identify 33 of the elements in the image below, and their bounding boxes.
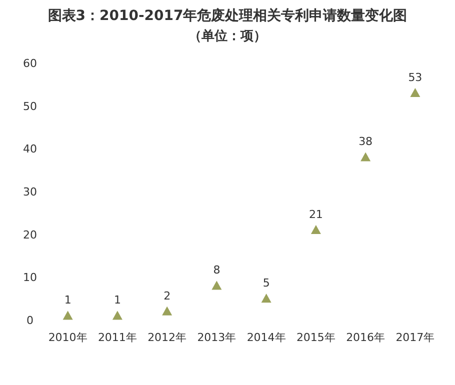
data-label: 1 [114, 294, 121, 307]
y-tick-label: 20 [23, 228, 37, 242]
point [310, 225, 321, 234]
x-tick-label: 2013年 [197, 331, 236, 344]
y-tick-label: 30 [23, 186, 37, 198]
data-label: 53 [408, 70, 422, 84]
x-tick-label: 2016年 [346, 331, 386, 344]
point [62, 310, 73, 320]
x-tick-label: 2012年 [148, 331, 187, 344]
x-tick-label: 2010年 [48, 331, 88, 344]
point [212, 280, 222, 290]
data-label: 2 [164, 289, 171, 302]
point [360, 152, 371, 162]
x-tick-label: 2011年 [98, 331, 137, 344]
y-tick-label: 40 [23, 142, 37, 156]
point [261, 294, 272, 303]
x-tick-label: 2015年 [296, 331, 336, 344]
data-label: 5 [262, 276, 270, 290]
y-tick-label: 10 [23, 271, 37, 284]
x-tick-label: 2017年 [396, 331, 435, 344]
x-tick-label: 2014年 [246, 331, 286, 344]
chart-title: 图表3：2010-2017年危废处理相关专利申请数量变化图 [48, 7, 408, 24]
y-tick-label: 0 [26, 314, 34, 327]
data-label: 8 [213, 264, 220, 277]
point [162, 306, 172, 316]
y-tick-label: 50 [23, 100, 37, 113]
data-label: 21 [308, 208, 323, 222]
data-label: 1 [64, 294, 72, 307]
point [410, 88, 420, 97]
data-label: 38 [358, 135, 373, 148]
point [112, 310, 122, 320]
chart-subtitle: （单位：项） [188, 28, 266, 44]
y-tick-label: 60 [23, 57, 37, 70]
